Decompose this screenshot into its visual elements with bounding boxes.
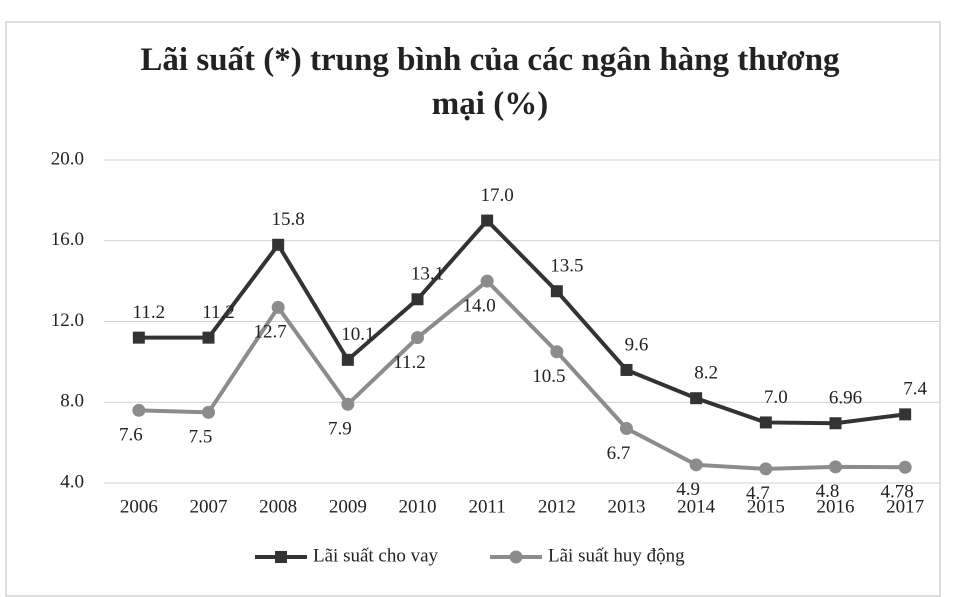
marker xyxy=(272,238,285,251)
data-label: 12.7 xyxy=(254,322,287,343)
legend-marker xyxy=(509,550,523,564)
data-label: 4.8 xyxy=(816,481,840,502)
data-label: 17.0 xyxy=(481,185,514,206)
legend-label: Lãi suất huy động xyxy=(548,545,685,566)
x-tick-label: 2009 xyxy=(329,496,367,517)
marker xyxy=(620,421,633,435)
data-label: 13.5 xyxy=(550,256,583,277)
marker xyxy=(550,345,564,359)
marker xyxy=(341,353,354,366)
chart-title: Lãi suất (*) trung bình của các ngân hàn… xyxy=(140,42,840,122)
data-label: 10.1 xyxy=(341,324,374,345)
data-label: 4.78 xyxy=(881,482,914,503)
x-tick-label: 2013 xyxy=(608,496,646,517)
marker xyxy=(480,274,494,288)
data-label: 6.7 xyxy=(607,443,631,464)
data-label: 4.9 xyxy=(676,479,700,500)
data-label: 7.9 xyxy=(328,419,352,440)
data-label: 7.4 xyxy=(903,379,927,400)
data-label: 11.2 xyxy=(202,302,235,323)
x-tick-label: 2008 xyxy=(259,496,297,517)
x-tick-label: 2017 xyxy=(886,496,924,517)
x-tick-label: 2015 xyxy=(747,496,785,517)
data-label: 7.6 xyxy=(119,425,143,446)
marker xyxy=(759,416,772,429)
x-tick-label: 2012 xyxy=(538,496,576,517)
x-tick-label: 2006 xyxy=(120,496,158,517)
y-tick-label: 16.0 xyxy=(51,229,84,250)
y-tick-label: 12.0 xyxy=(51,310,84,331)
marker xyxy=(690,392,703,405)
data-label: 11.2 xyxy=(133,302,166,323)
marker xyxy=(550,285,563,298)
data-label: 7.5 xyxy=(189,427,213,448)
x-tick-label: 2010 xyxy=(399,496,437,517)
legend-label: Lãi suất cho vay xyxy=(313,545,439,566)
data-label: 13.1 xyxy=(411,264,444,285)
data-label: 10.5 xyxy=(532,366,565,387)
marker xyxy=(829,460,842,474)
data-label: 8.2 xyxy=(694,363,718,384)
chart-border xyxy=(5,21,941,597)
data-label: 14.0 xyxy=(463,295,496,316)
marker xyxy=(411,293,424,306)
data-label: 11.2 xyxy=(393,352,426,373)
marker xyxy=(481,214,494,227)
marker xyxy=(202,331,215,344)
series-line xyxy=(138,278,906,471)
x-tick-label: 2014 xyxy=(677,496,716,517)
marker xyxy=(341,397,355,411)
data-label: 9.6 xyxy=(625,334,649,355)
data-label: 4.7 xyxy=(746,483,770,504)
y-tick-label: 4.0 xyxy=(60,471,84,492)
y-tick-label: 8.0 xyxy=(60,391,84,412)
marker xyxy=(132,331,145,344)
y-tick-label: 20.0 xyxy=(51,148,84,169)
x-tick-label: 2016 xyxy=(817,496,855,517)
marker xyxy=(829,417,842,430)
series-line xyxy=(138,217,906,426)
marker xyxy=(689,458,703,472)
marker xyxy=(411,331,424,345)
x-tick-label: 2007 xyxy=(190,496,228,517)
data-label: 6.96 xyxy=(829,388,862,409)
data-label: 7.0 xyxy=(764,387,788,408)
legend-marker xyxy=(275,551,287,563)
marker xyxy=(898,460,912,474)
marker xyxy=(271,300,285,314)
marker xyxy=(759,462,773,476)
data-label: 15.8 xyxy=(272,209,305,230)
marker xyxy=(132,403,146,417)
marker xyxy=(620,363,633,376)
marker xyxy=(899,408,912,421)
marker xyxy=(202,405,215,419)
x-tick-label: 2011 xyxy=(469,496,506,517)
